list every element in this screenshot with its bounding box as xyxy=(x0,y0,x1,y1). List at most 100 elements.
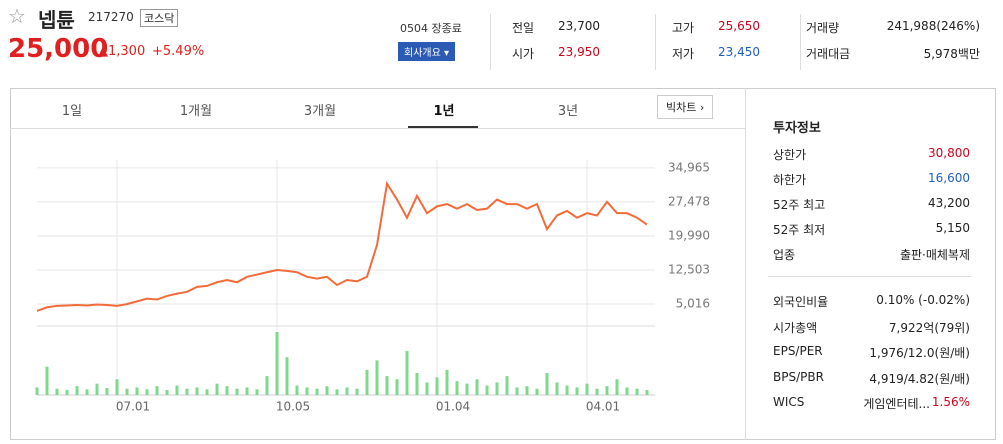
tab[interactable]: 3개월 xyxy=(303,104,337,119)
info-label: WICS xyxy=(773,395,805,409)
volume-bar xyxy=(55,388,59,395)
stat-label: 전일 xyxy=(512,21,535,35)
divider xyxy=(490,14,491,70)
volume-bar xyxy=(265,376,269,395)
big-chart-label: 빅차트 xyxy=(666,101,697,114)
change: ▲1,300 xyxy=(98,44,146,59)
favorite-icon[interactable]: ☆ xyxy=(8,4,26,28)
volume-bar xyxy=(625,387,629,395)
volume-bar xyxy=(515,387,519,395)
y-tick-label: 12,503 xyxy=(668,262,710,276)
info-label: 시가총액 xyxy=(773,320,818,335)
info-label: 외국인비율 xyxy=(773,295,829,309)
volume-bar xyxy=(105,388,109,395)
volume-bar xyxy=(95,383,99,395)
info-value: 7,922억(79위) xyxy=(888,320,970,335)
volume-bar xyxy=(295,385,299,395)
info-label: 상한가 xyxy=(773,148,807,162)
change-pct: +5.49% xyxy=(152,44,205,59)
stat-value: 23,950 xyxy=(558,45,600,59)
volume-bar xyxy=(475,379,479,395)
volume-bar xyxy=(325,386,329,395)
x-tick-label: 10.05 xyxy=(276,400,310,414)
big-chart-button[interactable]: 빅차트 › xyxy=(657,95,714,119)
volume-bar xyxy=(145,389,149,395)
divider xyxy=(655,14,656,70)
volume-bar xyxy=(445,369,449,395)
tab[interactable]: 1개월 xyxy=(179,104,213,119)
volume-bar xyxy=(125,388,129,395)
stat-label: 거래량 xyxy=(806,21,840,35)
tab-border xyxy=(10,128,745,129)
volume-bar xyxy=(505,376,509,395)
info-label: 52주 최고 xyxy=(773,198,826,212)
volume-bar xyxy=(495,382,499,395)
time: 0504 장종료 xyxy=(400,22,462,35)
info-label: 업종 xyxy=(773,248,796,262)
info-value: 게임엔터테... xyxy=(863,397,930,411)
volume-bar xyxy=(635,388,639,395)
stat-label: 고가 xyxy=(672,21,695,35)
divider xyxy=(745,88,746,440)
volume-bar xyxy=(245,387,249,395)
volume-bar xyxy=(535,388,539,395)
divider xyxy=(800,14,801,70)
volume-bar xyxy=(225,386,229,395)
stat-label: 시가 xyxy=(512,47,535,61)
volume-bar xyxy=(165,389,169,395)
volume-bar xyxy=(365,369,369,395)
volume-bar xyxy=(525,386,529,395)
info-label: BPS/PBR xyxy=(773,369,824,384)
volume-bar xyxy=(255,389,259,395)
volume-bar xyxy=(285,357,289,395)
price: 25,000 xyxy=(8,34,109,64)
company-button-label: 회사개요 xyxy=(404,48,441,59)
stat-value: 5,978백만 xyxy=(923,47,980,61)
volume-bar xyxy=(575,387,579,395)
volume-bar xyxy=(355,388,359,395)
change-value: 1,300 xyxy=(108,44,146,59)
y-tick-label: 34,965 xyxy=(668,160,710,174)
chart-box xyxy=(10,88,996,440)
tab[interactable]: 1년 xyxy=(433,104,455,119)
x-tick-label: 07.01 xyxy=(116,400,150,414)
y-tick-label: 19,990 xyxy=(668,228,710,242)
volume-bar xyxy=(425,382,429,395)
tab[interactable]: 3년 xyxy=(557,104,579,119)
stock-name: 넵튠 xyxy=(38,8,75,32)
volume-bar xyxy=(305,387,309,395)
volume-bar xyxy=(415,372,419,395)
stat-value: 241,988(246%) xyxy=(886,19,980,33)
volume-bar xyxy=(405,350,409,395)
volume-bar xyxy=(75,386,79,395)
volume-bar xyxy=(605,386,609,395)
stock-code: 217270 xyxy=(88,10,134,24)
volume-bar xyxy=(555,382,559,395)
volume-bar xyxy=(335,389,339,395)
stat-label: 거래대금 xyxy=(806,47,851,61)
volume-bar xyxy=(135,387,139,395)
info-label: EPS/PER xyxy=(773,344,823,358)
volume-bar xyxy=(115,379,119,395)
volume-bar xyxy=(45,366,49,395)
company-button[interactable]: 회사개요 ▾ xyxy=(398,42,456,61)
volume-bar xyxy=(315,388,319,395)
volume-bar xyxy=(385,376,389,395)
info-value: 43,200 xyxy=(928,196,970,210)
volume-bar xyxy=(645,389,649,395)
volume-bar xyxy=(175,385,179,395)
volume-bar xyxy=(455,381,459,395)
volume-bar xyxy=(615,379,619,395)
info-value: 1,976/12.0(원/배) xyxy=(869,346,970,360)
volume-bar xyxy=(435,377,439,395)
stat-label: 저가 xyxy=(672,47,695,61)
tab[interactable]: 1일 xyxy=(61,104,83,119)
volume-bar xyxy=(345,387,349,395)
volume-bar xyxy=(275,332,279,395)
volume-bar xyxy=(545,372,549,395)
info-value: 출판·매체복제 xyxy=(899,248,970,262)
volume-bar xyxy=(375,360,379,395)
stat-value: 25,650 xyxy=(718,19,760,33)
info-value: 16,600 xyxy=(928,171,970,185)
